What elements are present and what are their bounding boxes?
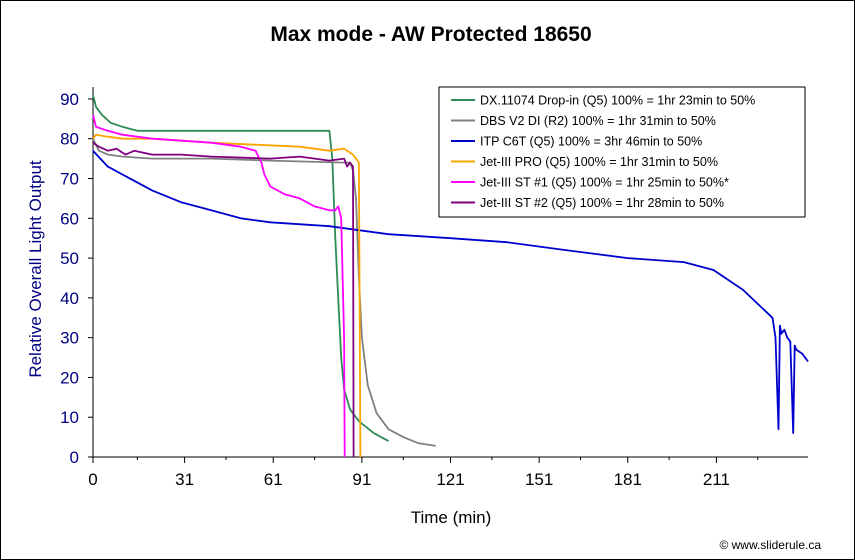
x-axis-label: Time (min) [411, 508, 492, 527]
series-line-6 [92, 141, 355, 458]
chart-title: Max mode - AW Protected 18650 [270, 23, 591, 46]
legend-label-2: DBS V2 DI (R2) 100% = 1hr 31min to 50% [480, 114, 716, 128]
series-line-1 [92, 94, 389, 442]
y-tick-label: 90 [60, 90, 79, 109]
y-axis-label: Relative Overall Light Output [26, 160, 45, 378]
y-tick-label: 80 [60, 130, 79, 149]
legend-label-4: Jet-III PRO (Q5) 100% = 1hr 31min to 50% [480, 155, 718, 169]
legend-label-5: Jet-III ST #1 (Q5) 100% = 1hr 25min to 5… [480, 176, 729, 190]
x-tick-label: 91 [352, 470, 371, 489]
series-group [92, 94, 809, 458]
y-tick-label: 70 [60, 170, 79, 189]
legend-label-3: ITP C6T (Q5) 100% = 3hr 46min to 50% [480, 135, 702, 149]
x-tick-label: 31 [175, 470, 194, 489]
x-ticks: 0 31 61 91 121 151 181 211 [88, 457, 759, 489]
series-line-3 [92, 150, 809, 434]
credit-text: © www.sliderule.ca [719, 538, 821, 552]
legend: DX.11074 Drop-in (Q5) 100% = 1hr 23min t… [438, 86, 806, 218]
series-line-5 [92, 114, 346, 458]
legend-items: DX.11074 Drop-in (Q5) 100% = 1hr 23min t… [451, 94, 755, 210]
x-tick-label: 211 [703, 470, 730, 489]
x-tick-label: 151 [525, 470, 553, 489]
y-tick-label: 0 [70, 448, 79, 467]
series-line-4 [92, 133, 362, 458]
y-tick-label: 10 [60, 408, 79, 427]
y-tick-label: 30 [60, 329, 79, 348]
y-ticks: 0 10 20 30 40 50 60 70 80 90 [60, 90, 93, 467]
x-tick-label: 121 [436, 470, 464, 489]
y-tick-label: 60 [60, 209, 79, 228]
y-tick-label: 20 [60, 368, 79, 387]
legend-label-6: Jet-III ST #2 (Q5) 100% = 1hr 28min to 5… [480, 196, 724, 210]
x-tick-label: 181 [614, 470, 642, 489]
x-tick-label: 0 [88, 470, 97, 489]
x-tick-label: 61 [264, 470, 283, 489]
legend-box [438, 86, 806, 218]
y-tick-label: 50 [60, 249, 79, 268]
legend-label-1: DX.11074 Drop-in (Q5) 100% = 1hr 23min t… [480, 94, 755, 108]
y-tick-label: 40 [60, 289, 79, 308]
